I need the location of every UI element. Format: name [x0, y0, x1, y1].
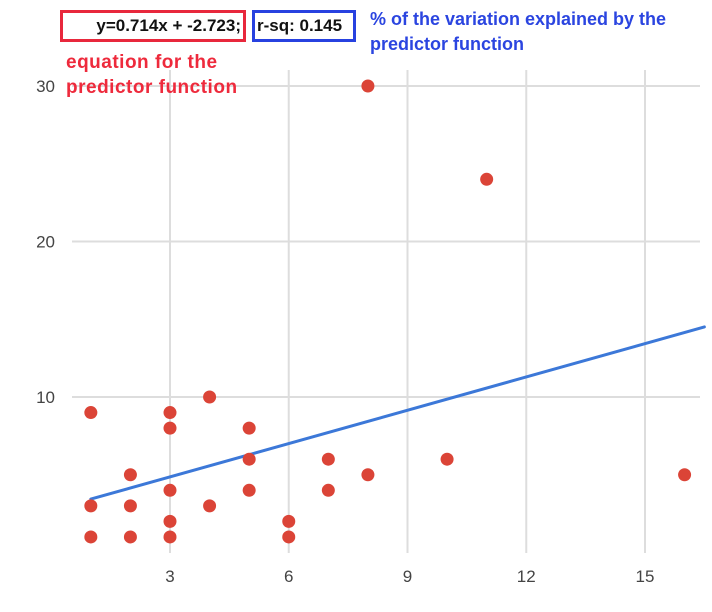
rsq-annotation: % of the variation explained by the pred…: [370, 9, 667, 54]
data-point: [84, 499, 98, 513]
y-tick-label: 30: [36, 77, 55, 96]
data-point: [361, 468, 375, 482]
equation-annotation: equation for the predictor function: [66, 52, 238, 98]
rsq-box: r-sq: 0.145: [252, 10, 356, 42]
data-point: [163, 421, 177, 435]
trendline: [89, 325, 706, 501]
data-point: [282, 514, 296, 528]
y-tick-label: 10: [36, 388, 55, 407]
data-point: [203, 499, 217, 513]
data-point: [123, 530, 137, 544]
x-tick-label: 6: [284, 567, 293, 586]
data-point: [242, 452, 256, 466]
data-point: [440, 452, 454, 466]
x-tick-label: 3: [165, 567, 174, 586]
x-tick-label: 12: [517, 567, 536, 586]
data-point: [242, 483, 256, 497]
data-point: [123, 499, 137, 513]
equation-text: y=0.714x + -2.723;: [96, 16, 241, 35]
data-point: [203, 390, 217, 404]
x-tick-label: 15: [636, 567, 655, 586]
data-point: [163, 406, 177, 420]
data-point: [361, 79, 375, 93]
data-point: [480, 172, 494, 186]
data-point: [123, 468, 137, 482]
data-point: [242, 421, 256, 435]
data-point: [163, 514, 177, 528]
y-tick-label: 20: [36, 233, 55, 252]
data-point: [321, 483, 335, 497]
grid-lines: [72, 70, 700, 553]
data-points: [84, 79, 692, 544]
x-tick-label: 9: [403, 567, 412, 586]
data-point: [321, 452, 335, 466]
data-point: [84, 530, 98, 544]
trendline-layer: [89, 325, 706, 501]
data-point: [84, 406, 98, 420]
data-point: [282, 530, 296, 544]
data-point: [163, 530, 177, 544]
axis-ticks: 3 6 9 12 15 10 20 30: [36, 77, 654, 586]
equation-box: y=0.714x + -2.723;: [60, 10, 246, 42]
data-point: [163, 483, 177, 497]
data-point: [678, 468, 692, 482]
rsq-text: r-sq: 0.145: [257, 16, 343, 35]
